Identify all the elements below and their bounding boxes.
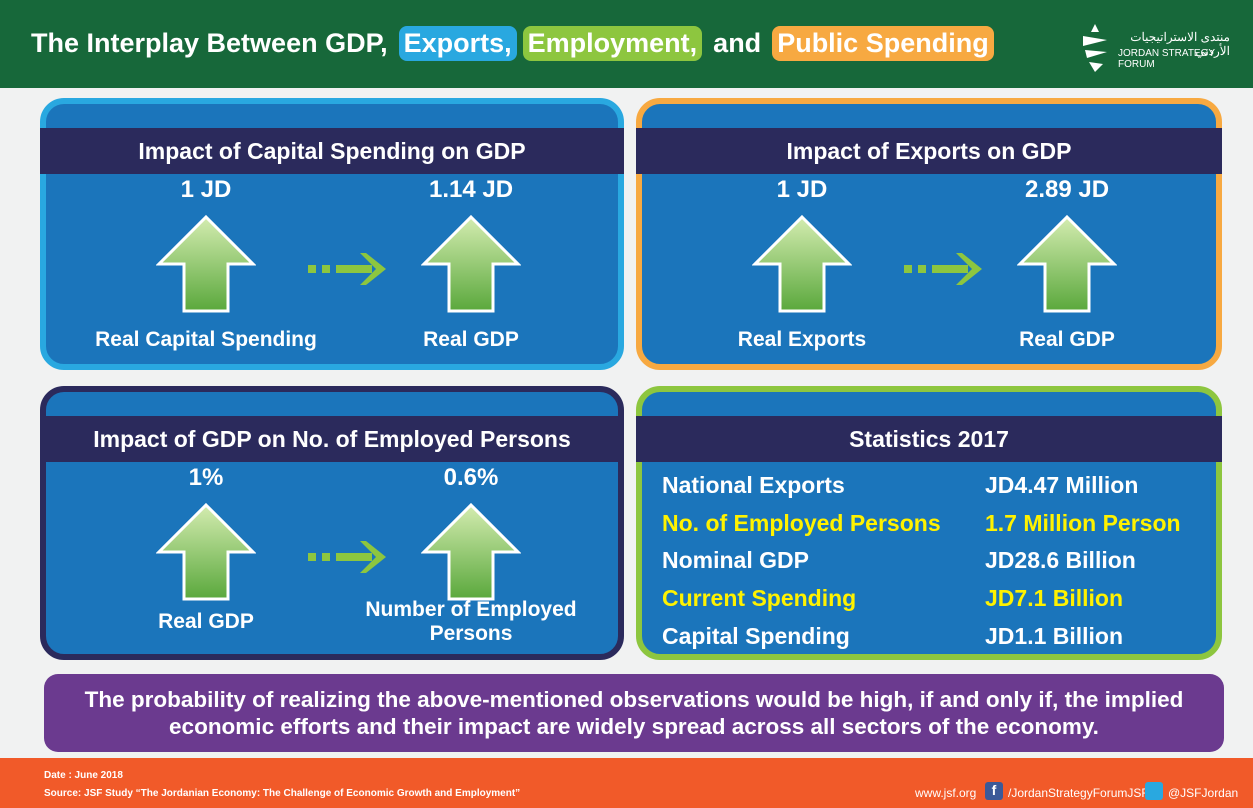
stat-value: JD7.1 Billion bbox=[985, 585, 1124, 612]
stats-panel: Statistics 2017 National Exports JD4.47 Mi… bbox=[636, 386, 1222, 660]
stat-label: Nominal GDP bbox=[662, 547, 809, 574]
stat-value: JD1.1 Billion bbox=[985, 622, 1124, 649]
to-label: Real GDP bbox=[1019, 328, 1115, 351]
panel-title: Impact of Exports on GDP bbox=[636, 128, 1222, 174]
dashed-arrow bbox=[308, 253, 386, 285]
up-arrow bbox=[420, 214, 522, 313]
arrow-wrap bbox=[1016, 214, 1118, 319]
stats-title: Statistics 2017 bbox=[636, 416, 1222, 462]
arrow-wrap bbox=[751, 214, 853, 319]
panel: Impact of Exports on GDP 1 JD 2.89 JD Real … bbox=[636, 98, 1222, 370]
footer: Date : June 2018 Source: JSF Study “The … bbox=[0, 758, 1253, 808]
arrow-wrap bbox=[420, 502, 522, 607]
twitter: @JSFJordan bbox=[1168, 786, 1239, 800]
title-part: and bbox=[713, 28, 762, 58]
from-value: 1 JD bbox=[180, 176, 232, 203]
arrow-wrap bbox=[155, 214, 257, 319]
stat-label: Current Spending bbox=[662, 585, 857, 612]
arrow-wrap bbox=[420, 214, 522, 319]
stat-label: No. of Employed Persons bbox=[662, 509, 941, 536]
header: The Interplay Between GDP, Exports, Employ… bbox=[0, 0, 1253, 88]
logo-arabic: منتدى الاستراتيجيات الأردني bbox=[1130, 30, 1230, 58]
from-value: 1 JD bbox=[776, 176, 828, 203]
website: www.jsf.org bbox=[915, 786, 977, 800]
panel-title: Impact of Capital Spending on GDP bbox=[40, 128, 624, 174]
stat-value: JD28.6 Billion bbox=[985, 547, 1136, 574]
stat-value: JD4.47 Million bbox=[985, 472, 1139, 498]
title: The Interplay Between GDP, Exports, Employ… bbox=[26, 26, 994, 61]
to-value: 0.6% bbox=[443, 464, 499, 491]
date: Date : June 2018 bbox=[44, 770, 123, 781]
arrow-link bbox=[308, 537, 398, 582]
arrow-wrap bbox=[155, 502, 257, 607]
dashed-arrow bbox=[904, 253, 982, 285]
stat-label: Capital Spending bbox=[662, 622, 850, 649]
panel-title: Impact of GDP on No. of Employed Persons bbox=[40, 416, 624, 462]
panel: Impact of Capital Spending on GDP 1 JD 1.1… bbox=[40, 98, 624, 370]
note: The probability of realizing the above-m… bbox=[44, 674, 1224, 752]
title-part: Exports, bbox=[398, 26, 517, 61]
title-part: Public Spending bbox=[772, 26, 994, 61]
up-arrow bbox=[155, 502, 257, 601]
panel: Impact of GDP on No. of Employed Persons… bbox=[40, 386, 624, 660]
dashed-arrow bbox=[308, 541, 386, 573]
logo-icon bbox=[1083, 24, 1107, 72]
to-label: Real GDP bbox=[423, 328, 519, 351]
title-part: The Interplay Between GDP, bbox=[31, 28, 388, 58]
from-value: 1% bbox=[188, 464, 224, 491]
facebook: /JordanStrategyForumJSF bbox=[1008, 786, 1149, 800]
stat-value: 1.7 Million Person bbox=[985, 509, 1181, 536]
to-label: Number of Employed Persons bbox=[365, 598, 577, 645]
up-arrow bbox=[1016, 214, 1118, 313]
title-part: Employment, bbox=[522, 26, 703, 61]
source: Source: JSF Study “The Jordanian Economy… bbox=[44, 788, 521, 799]
to-value: 2.89 JD bbox=[1024, 176, 1110, 203]
stat-label: National Exports bbox=[662, 472, 845, 498]
arrow-link bbox=[308, 249, 398, 294]
twitter-icon bbox=[1145, 782, 1163, 800]
logo-english: JORDAN STRATEGY FORUM bbox=[1118, 48, 1215, 70]
from-label: Real Capital Spending bbox=[95, 328, 317, 351]
to-value: 1.14 JD bbox=[428, 176, 514, 203]
up-arrow bbox=[155, 214, 257, 313]
up-arrow bbox=[751, 214, 853, 313]
arrow-link bbox=[904, 249, 994, 294]
facebook-icon: f bbox=[985, 782, 1003, 800]
from-label: Real GDP bbox=[158, 610, 254, 633]
up-arrow bbox=[420, 502, 522, 601]
from-label: Real Exports bbox=[737, 328, 867, 351]
